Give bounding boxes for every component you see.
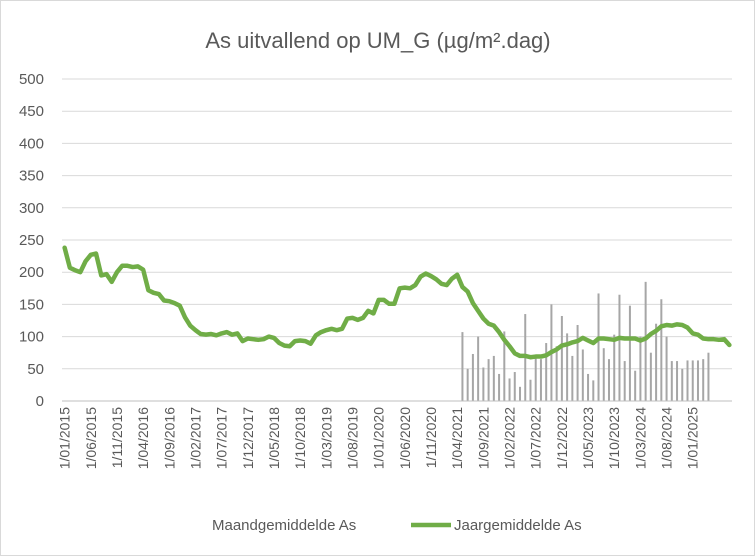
gridlines: [62, 78, 732, 370]
legend: Maandgemiddelde As Jaargemiddelde As: [212, 517, 582, 534]
x-tick-label: 1/04/2021: [449, 407, 465, 469]
bar: [482, 367, 485, 401]
bar: [534, 355, 537, 401]
x-tick-label: 1/08/2019: [345, 407, 361, 469]
bar: [587, 373, 590, 401]
y-tick-label: 50: [27, 361, 44, 378]
bar: [639, 336, 642, 401]
x-tick-label: 1/10/2023: [606, 407, 622, 469]
bar: [676, 361, 679, 401]
bar: [471, 353, 474, 401]
bar: [560, 315, 563, 401]
y-tick-label: 0: [36, 393, 44, 410]
bar: [529, 379, 532, 401]
bar: [498, 373, 501, 401]
x-axis-ticks: 1/01/2015 1/06/2015 1/11/2015 1/04/2016 1/09…: [57, 407, 701, 470]
bar: [686, 360, 689, 401]
bar: [649, 352, 652, 401]
x-tick-label: 1/03/2024: [632, 407, 648, 469]
x-tick-label: 1/10/2018: [292, 407, 308, 469]
bar: [623, 361, 626, 401]
x-tick-label: 1/11/2020: [423, 407, 439, 468]
bar: [613, 334, 616, 401]
chart-title: As uitvallend op UM_G (µg/m².dag): [205, 28, 550, 53]
bar: [602, 348, 605, 401]
bar: [597, 293, 600, 401]
x-tick-label: 1/04/2016: [135, 407, 151, 469]
bar: [691, 360, 694, 401]
x-tick-label: 1/05/2023: [580, 407, 596, 469]
bar: [555, 346, 558, 401]
x-tick-label: 1/06/2015: [83, 407, 99, 469]
bar: [576, 325, 579, 401]
x-tick-label: 1/07/2017: [214, 407, 230, 469]
y-tick-label: 400: [19, 135, 44, 152]
bar: [618, 294, 621, 401]
y-tick-label: 150: [19, 296, 44, 313]
monthly-bars: [461, 281, 710, 401]
y-tick-label: 250: [19, 232, 44, 249]
y-tick-label: 300: [19, 200, 44, 217]
y-tick-label: 100: [19, 329, 44, 346]
x-tick-label: 1/03/2019: [318, 407, 334, 469]
x-tick-label: 1/05/2018: [266, 407, 282, 469]
bar: [477, 336, 480, 401]
legend-label-monthly: Maandgemiddelde As: [212, 517, 356, 534]
x-tick-label: 1/02/2017: [187, 407, 203, 469]
bar: [571, 355, 574, 401]
x-tick-label: 1/02/2022: [502, 407, 518, 469]
bar: [670, 361, 673, 401]
bar: [696, 360, 699, 401]
x-tick-label: 1/11/2015: [109, 407, 125, 468]
x-tick-label: 1/09/2021: [475, 407, 491, 469]
bar: [581, 349, 584, 401]
bar: [466, 368, 469, 401]
x-tick-label: 1/01/2020: [371, 407, 387, 469]
bar: [655, 323, 658, 401]
y-tick-label: 350: [19, 168, 44, 185]
bar: [508, 378, 511, 401]
bar: [461, 332, 464, 401]
x-tick-label: 1/07/2022: [528, 407, 544, 469]
y-axis-ticks: 0 50 100 150 200 250 300 350 400 450 500: [19, 71, 44, 410]
x-tick-label: 1/12/2022: [554, 407, 570, 469]
bar: [513, 372, 516, 401]
y-tick-label: 500: [19, 71, 44, 88]
bar: [539, 359, 542, 401]
bar: [702, 359, 705, 401]
bar: [665, 336, 668, 401]
bar: [566, 333, 569, 401]
bar: [519, 386, 522, 401]
bar: [487, 359, 490, 401]
x-tick-label: 1/09/2016: [161, 407, 177, 469]
bar: [634, 370, 637, 401]
bar: [592, 380, 595, 401]
x-tick-label: 1/12/2017: [240, 407, 256, 469]
x-tick-label: 1/01/2015: [57, 407, 73, 469]
bar: [607, 359, 610, 401]
bar: [503, 331, 506, 401]
x-tick-label: 1/06/2020: [397, 407, 413, 469]
yearly-line: [62, 245, 732, 360]
bar: [644, 281, 647, 401]
x-tick-label: 1/08/2024: [659, 407, 675, 469]
y-tick-label: 450: [19, 103, 44, 120]
bar: [545, 343, 548, 401]
bar: [628, 305, 631, 401]
bar: [660, 299, 663, 401]
bar: [681, 368, 684, 401]
x-tick-label: 1/01/2025: [685, 407, 701, 469]
bar: [492, 355, 495, 401]
bar: [707, 352, 710, 401]
legend-label-yearly: Jaargemiddelde As: [454, 517, 582, 534]
y-tick-label: 200: [19, 264, 44, 281]
